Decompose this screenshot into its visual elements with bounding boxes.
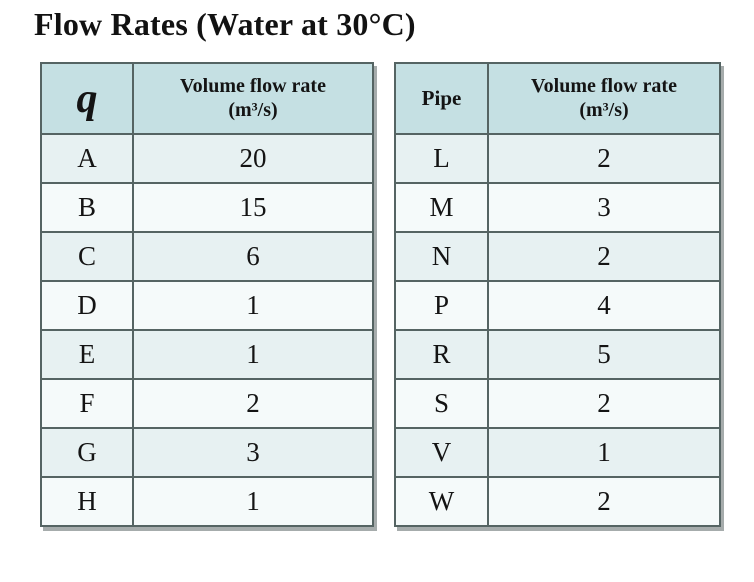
flow-value-cell: 6: [132, 231, 374, 282]
source-label-cell: F: [40, 378, 134, 429]
table-row: W 2: [394, 476, 721, 527]
table-row: F 2: [40, 378, 374, 429]
flow-value-cell: 3: [132, 427, 374, 478]
pipe-label-cell: V: [394, 427, 489, 478]
flow-rate-table-pipe: Pipe Volume flow rate (m³/s) L 2 M 3 N 2: [394, 62, 721, 527]
source-label-cell: G: [40, 427, 134, 478]
table-row: R 5: [394, 329, 721, 380]
table-row: H 1: [40, 476, 374, 527]
column-header-units: (m³/s): [579, 98, 629, 121]
pipe-label-cell: M: [394, 182, 489, 233]
page-title: Flow Rates (Water at 30°C): [34, 6, 416, 42]
header-row: q Volume flow rate (m³/s): [40, 62, 374, 135]
volume-flow-rate-column-header: Volume flow rate (m³/s): [487, 62, 721, 135]
flow-value-cell: 5: [487, 329, 721, 380]
table-row: A 20: [40, 133, 374, 184]
column-header-units: (m³/s): [228, 98, 278, 121]
source-label-cell: H: [40, 476, 134, 527]
table-row: D 1: [40, 280, 374, 331]
pipe-label-cell: N: [394, 231, 489, 282]
source-label-cell: E: [40, 329, 134, 380]
pipe-label-cell: W: [394, 476, 489, 527]
table-row: M 3: [394, 182, 721, 233]
pipe-label-cell: S: [394, 378, 489, 429]
flow-rate-table-q: q Volume flow rate (m³/s) A 20 B 15 C 6: [40, 62, 374, 527]
table-body: L 2 M 3 N 2 P 4 R 5 S 2: [394, 133, 721, 527]
pipe-label-cell: P: [394, 280, 489, 331]
flow-value-cell: 1: [487, 427, 721, 478]
source-label-cell: D: [40, 280, 134, 331]
table-row: P 4: [394, 280, 721, 331]
flow-value-cell: 3: [487, 182, 721, 233]
column-header-line1: Volume flow rate: [531, 74, 677, 97]
table-row: V 1: [394, 427, 721, 478]
flow-value-cell: 2: [487, 476, 721, 527]
table-row: N 2: [394, 231, 721, 282]
table-header: q Volume flow rate (m³/s): [40, 62, 374, 135]
flow-value-cell: 1: [132, 280, 374, 331]
table-row: E 1: [40, 329, 374, 380]
flow-value-cell: 20: [132, 133, 374, 184]
table-row: S 2: [394, 378, 721, 429]
source-label-cell: A: [40, 133, 134, 184]
flow-value-cell: 1: [132, 476, 374, 527]
q-column-header: q: [40, 62, 134, 135]
flow-value-cell: 2: [132, 378, 374, 429]
pipe-label-cell: L: [394, 133, 489, 184]
flow-value-cell: 2: [487, 133, 721, 184]
source-label-cell: B: [40, 182, 134, 233]
flow-value-cell: 2: [487, 378, 721, 429]
flow-value-cell: 4: [487, 280, 721, 331]
source-label-cell: C: [40, 231, 134, 282]
table-row: B 15: [40, 182, 374, 233]
flow-value-cell: 1: [132, 329, 374, 380]
volume-flow-rate-column-header: Volume flow rate (m³/s): [132, 62, 374, 135]
column-header-line1: Volume flow rate: [180, 74, 326, 97]
table-header: Pipe Volume flow rate (m³/s): [394, 62, 721, 135]
flow-value-cell: 2: [487, 231, 721, 282]
table-row: C 6: [40, 231, 374, 282]
table-body: A 20 B 15 C 6 D 1 E 1 F 2: [40, 133, 374, 527]
flow-value-cell: 15: [132, 182, 374, 233]
pipe-label-cell: R: [394, 329, 489, 380]
table-row: L 2: [394, 133, 721, 184]
header-row: Pipe Volume flow rate (m³/s): [394, 62, 721, 135]
table-row: G 3: [40, 427, 374, 478]
pipe-column-header: Pipe: [394, 62, 489, 135]
